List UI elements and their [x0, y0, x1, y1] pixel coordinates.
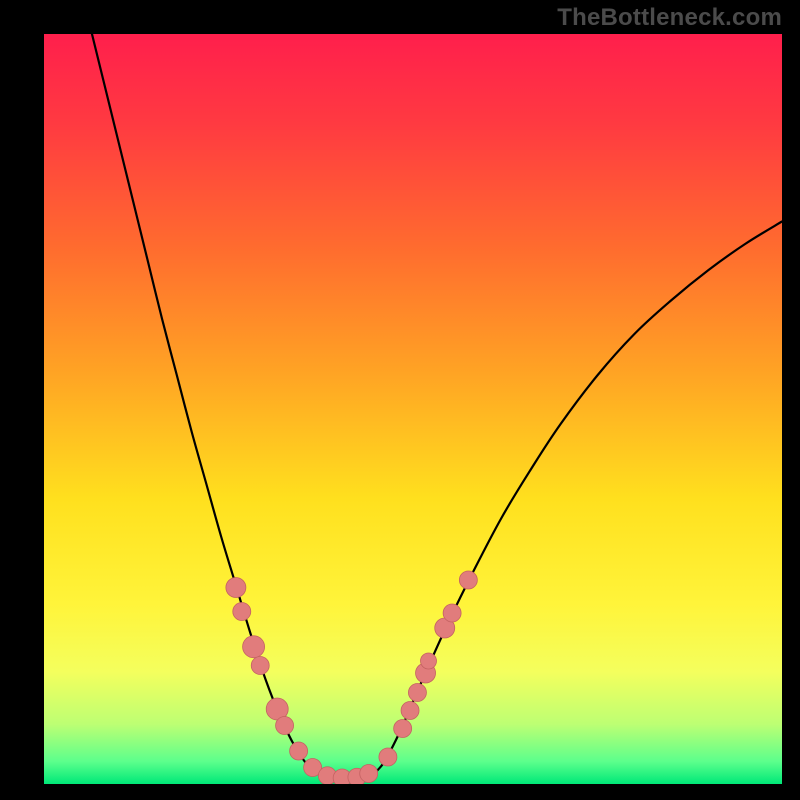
watermark-text: TheBottleneck.com — [557, 4, 782, 32]
scatter-marker — [243, 636, 265, 658]
scatter-marker — [251, 657, 269, 675]
plot-area — [44, 34, 782, 784]
scatter-marker — [379, 748, 397, 766]
stage: TheBottleneck.com — [0, 0, 800, 800]
scatter-marker — [394, 720, 412, 738]
scatter-marker — [459, 571, 477, 589]
scatter-marker — [408, 684, 426, 702]
bottleneck-curve-right — [372, 222, 782, 776]
scatter-marker — [443, 604, 461, 622]
bottleneck-curve-left — [92, 34, 321, 775]
scatter-marker — [233, 603, 251, 621]
scatter-marker — [226, 578, 246, 598]
scatter-marker — [401, 702, 419, 720]
chart-svg-layer — [44, 34, 782, 784]
scatter-markers-group — [226, 571, 477, 784]
scatter-marker — [290, 742, 308, 760]
scatter-marker — [276, 717, 294, 735]
scatter-marker — [421, 653, 437, 669]
scatter-marker — [360, 765, 378, 783]
